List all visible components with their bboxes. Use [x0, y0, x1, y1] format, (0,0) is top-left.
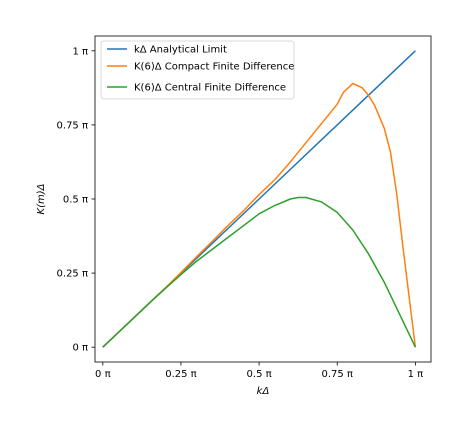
x-tick-label: 0.5 π — [247, 369, 272, 380]
legend: kΔ Analytical Limit K(6)Δ Compact Finite … — [100, 40, 295, 100]
axes-layer: 0 π 0.25 π 0.5 π 0.75 π 1 π 0 π 0.25 π 0.5 π 0.7… — [57, 35, 432, 380]
series-line-2 — [102, 82, 417, 348]
y-tick-label: 0.25 π — [57, 269, 88, 280]
x-tick-label: 1 π — [408, 369, 424, 380]
legend-label-3: K(6)Δ Central Finite Difference — [134, 83, 286, 94]
x-tick-label: 0.75 π — [321, 369, 352, 380]
x-tick-label: 0.25 π — [165, 369, 196, 380]
y-tick-label: 1 π — [72, 46, 88, 57]
legend-box — [100, 40, 295, 100]
legend-label-2: K(6)Δ Compact Finite Difference — [134, 62, 294, 73]
y-tick-label: 0.5 π — [63, 195, 88, 206]
y-tick-label: 0 π — [72, 343, 88, 354]
x-axis-label: kΔ — [257, 386, 270, 397]
legend-label-1: kΔ Analytical Limit — [134, 45, 227, 56]
y-axis-label: K(m)Δ — [36, 183, 47, 214]
series-layer — [102, 50, 417, 348]
series-line-3 — [102, 196, 417, 348]
x-tick-label: 0 π — [95, 369, 111, 380]
y-tick-label: 0.75 π — [57, 120, 88, 131]
